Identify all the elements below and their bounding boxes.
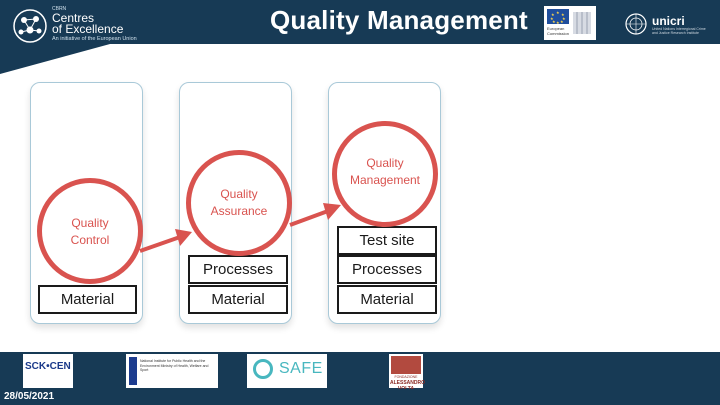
- unicri-subtitle: United Nations Interregional Crime and J…: [652, 27, 706, 35]
- rivm-logo: National Institute for Public Health and…: [126, 354, 218, 388]
- footer-band: [0, 352, 720, 389]
- label-quality-control: Quality Control: [70, 216, 110, 247]
- eu-logo-text: European Commission: [547, 26, 570, 36]
- header-corner: [0, 44, 110, 74]
- coe-line-1: Centres: [52, 11, 95, 25]
- unicri-name: unicri: [652, 14, 685, 28]
- eu-flag-icon: ★ ★ ★ ★ ★ ★ ★ ★: [547, 9, 569, 25]
- circle-quality-assurance: [186, 150, 292, 256]
- fondazione-volta-logo: FONDAZIONE ALESSANDRO VOLTA: [389, 354, 425, 392]
- box-test-site: Test site: [337, 226, 437, 255]
- box-processes: Processes: [188, 255, 288, 284]
- box-processes: Processes: [337, 255, 437, 284]
- box-material: Material: [38, 285, 137, 314]
- box-material: Material: [337, 285, 437, 314]
- safe-ring-icon: [253, 359, 273, 379]
- header-bar: [0, 0, 720, 44]
- page-title: Quality Management: [270, 5, 528, 35]
- label-quality-management: Quality Management: [349, 156, 421, 187]
- berlaymont-icon: [573, 12, 591, 34]
- coe-line-2: of Excellence: [52, 22, 124, 36]
- coe-line-3: An initiative of the European Union: [52, 36, 137, 42]
- label-quality-assurance: Quality Assurance: [210, 187, 268, 218]
- coe-small-label: CBRN: [52, 6, 67, 12]
- arrow-1: [139, 235, 181, 253]
- rivm-mark: [129, 357, 137, 385]
- box-material: Material: [188, 285, 288, 314]
- sck-cen-logo: SCK•CEN: [23, 354, 73, 388]
- european-commission-logo: ★ ★ ★ ★ ★ ★ ★ ★ European Commission: [544, 6, 596, 40]
- circle-quality-management: [332, 121, 438, 227]
- volta-building-icon: [391, 356, 421, 374]
- arrow-2: [289, 209, 329, 227]
- unicri-logo: unicri United Nations Interregional Crim…: [624, 12, 714, 38]
- footer-bottom-bar: [0, 389, 720, 405]
- network-icon: [13, 9, 47, 43]
- safe-logo: SAFE: [247, 354, 327, 388]
- cbrn-coe-logo: CBRN Centres of Excellence An initiative…: [12, 6, 182, 50]
- slide-date: 28/05/2021: [4, 391, 55, 402]
- circle-quality-control: [37, 178, 143, 284]
- un-emblem-icon: [625, 13, 647, 35]
